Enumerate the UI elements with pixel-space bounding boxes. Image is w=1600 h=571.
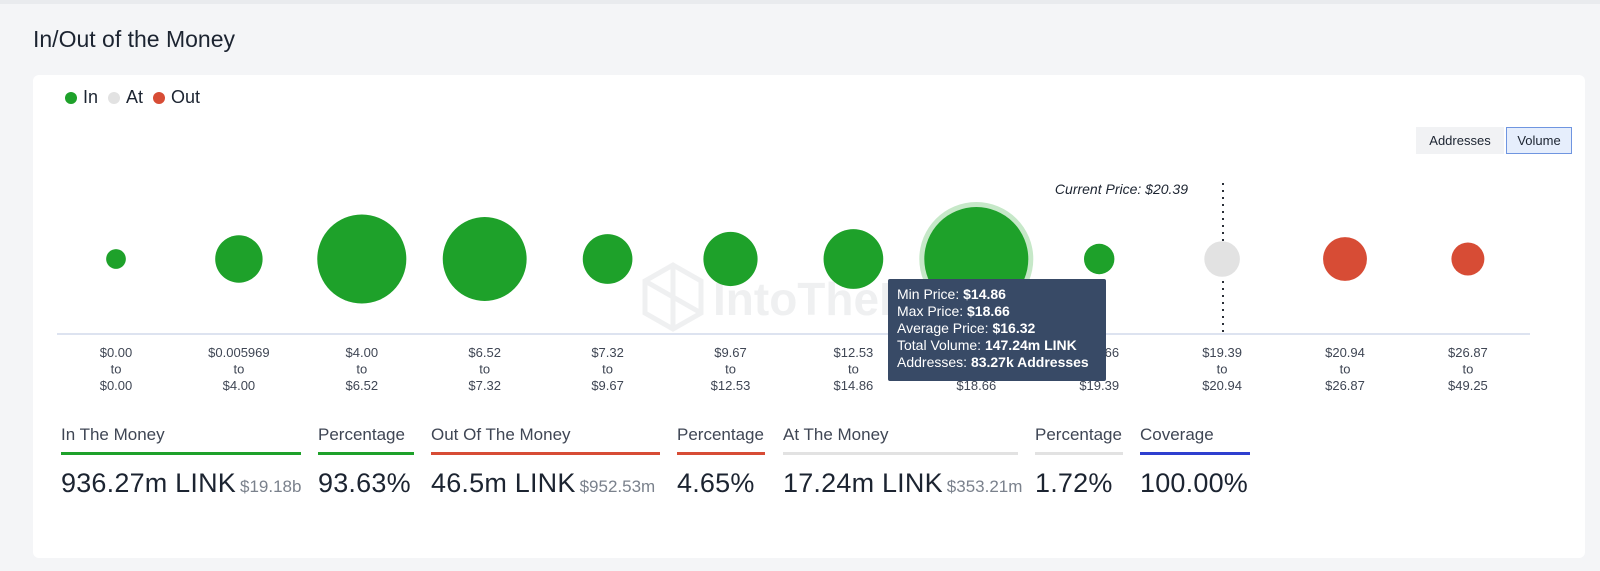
stat-at-value: 17.24m LINK $353.21m xyxy=(783,468,1023,498)
bubble-tooltip: Min Price: $14.86 Max Price: $18.66 Aver… xyxy=(888,279,1106,381)
x-label-2-to: $6.52 xyxy=(346,378,379,393)
x-label-10-to: $26.87 xyxy=(1325,378,1365,393)
stat-coverage-label: Coverage xyxy=(1140,425,1214,444)
legend-dot-at xyxy=(108,91,121,104)
x-label-5-to-word: to xyxy=(725,362,736,377)
x-label-3-from: $6.52 xyxy=(468,345,501,360)
legend-dot-in xyxy=(65,91,77,104)
stat-at-pct-bar xyxy=(1035,452,1123,455)
bubble-9-at[interactable] xyxy=(1204,241,1240,277)
stat-out-bar xyxy=(431,452,660,455)
tooltip-average-price: Average Price: $16.32 xyxy=(897,320,1036,336)
money-stats: In The Money 936.27m LINK $19.18b Percent… xyxy=(33,425,1585,545)
x-label-9-from: $19.39 xyxy=(1202,345,1242,360)
x-label-4-to: $9.67 xyxy=(591,378,624,393)
watermark-logo-icon xyxy=(642,262,704,332)
bubble-6-in[interactable] xyxy=(823,229,884,289)
stat-at-the-money: At The Money 17.24m LINK $353.21m xyxy=(783,425,1023,499)
x-label-5-from: $9.67 xyxy=(714,345,747,360)
x-label-3-to: $7.32 xyxy=(468,378,501,393)
bubble-chart: IntoTheBlock Current Price: $20.39 $0.00… xyxy=(57,181,1530,393)
x-label-10-from: $20.94 xyxy=(1325,345,1365,360)
bubble-10-out[interactable] xyxy=(1323,237,1367,281)
chart-legend: In At Out xyxy=(65,87,210,108)
x-label-11-to: $49.25 xyxy=(1448,378,1488,393)
stat-at-pct-label: Percentage xyxy=(1035,425,1122,444)
stat-at-percentage: Percentage 1.72% xyxy=(1035,425,1123,499)
x-label-7-to: $18.66 xyxy=(956,378,996,393)
stat-out-pct-label: Percentage xyxy=(677,425,764,444)
x-label-2-from: $4.00 xyxy=(346,345,379,360)
bubble-3-in[interactable] xyxy=(442,217,527,301)
bubble-4-in[interactable] xyxy=(582,234,633,284)
stat-at-label: At The Money xyxy=(783,425,889,444)
stat-at-bar xyxy=(783,452,1018,455)
tooltip-total-volume: Total Volume: 147.24m LINK xyxy=(897,337,1077,353)
x-label-6-to-word: to xyxy=(848,362,859,377)
stat-in-value: 936.27m LINK $19.18b xyxy=(61,468,302,498)
x-label-2-to-word: to xyxy=(356,362,367,377)
stat-at-pct-value: 1.72% xyxy=(1035,468,1113,498)
tooltip-min-price: Min Price: $14.86 xyxy=(897,286,1006,302)
page-title: In/Out of the Money xyxy=(33,26,236,52)
legend-label-out: Out xyxy=(171,87,201,107)
addresses-toggle-button[interactable]: Addresses xyxy=(1416,127,1504,154)
legend-label-in: In xyxy=(83,87,99,107)
stat-coverage-bar xyxy=(1140,452,1250,455)
legend-item-in[interactable]: In xyxy=(65,87,98,108)
bubble-5-in[interactable] xyxy=(703,231,758,287)
x-label-6-from: $12.53 xyxy=(834,345,874,360)
x-label-6-to: $14.86 xyxy=(834,378,874,393)
stat-out-of-the-money: Out Of The Money 46.5m LINK $952.53m xyxy=(431,425,660,499)
top-divider xyxy=(0,0,1600,4)
legend-dot-out xyxy=(153,91,166,104)
stat-out-percentage: Percentage 4.65% xyxy=(677,425,765,499)
in-out-money-card: In At Out Addresses Volume IntoTheBlock … xyxy=(33,75,1585,558)
tooltip-addresses: Addresses: 83.27k Addresses xyxy=(897,354,1089,370)
stat-out-label: Out Of The Money xyxy=(431,425,571,444)
stat-in-bar xyxy=(61,452,301,455)
stat-in-pct-label: Percentage xyxy=(318,425,405,444)
bubble-11-out[interactable] xyxy=(1451,242,1485,276)
x-label-3-to-word: to xyxy=(479,362,490,377)
stat-in-pct-value: 93.63% xyxy=(318,468,411,498)
stat-in-pct-bar xyxy=(318,452,414,455)
stat-in-label: In The Money xyxy=(61,425,165,444)
legend-label-at: At xyxy=(126,87,144,107)
x-label-8-to: $19.39 xyxy=(1079,378,1119,393)
stat-coverage: Coverage 100.00% xyxy=(1140,425,1250,499)
stat-coverage-value: 100.00% xyxy=(1140,468,1248,498)
bubble-1-in[interactable] xyxy=(215,235,263,283)
x-label-11-from: $26.87 xyxy=(1448,345,1488,360)
current-price-label: Current Price: $20.39 xyxy=(1055,181,1188,197)
x-label-9-to: $20.94 xyxy=(1202,378,1242,393)
x-label-1-from: $0.005969 xyxy=(208,345,269,360)
x-label-0-to-word: to xyxy=(111,362,122,377)
stat-out-value: 46.5m LINK $952.53m xyxy=(431,468,656,498)
x-label-0-from: $0.00 xyxy=(100,345,133,360)
x-label-1-to-word: to xyxy=(233,362,244,377)
x-label-5-to: $12.53 xyxy=(711,378,751,393)
stat-out-pct-bar xyxy=(677,452,765,455)
x-label-10-to-word: to xyxy=(1340,362,1351,377)
metric-toggle: Addresses Volume xyxy=(1416,127,1572,154)
legend-item-at[interactable]: At xyxy=(108,87,143,108)
bubble-2-in[interactable] xyxy=(317,214,407,304)
stat-out-pct-value: 4.65% xyxy=(677,468,755,498)
bubble-8-in[interactable] xyxy=(1083,243,1115,275)
x-label-4-to-word: to xyxy=(602,362,613,377)
x-label-9-to-word: to xyxy=(1217,362,1228,377)
x-label-0-to: $0.00 xyxy=(100,378,133,393)
bubble-0-in[interactable] xyxy=(106,249,126,269)
x-label-1-to: $4.00 xyxy=(223,378,256,393)
stat-in-the-money: In The Money 936.27m LINK $19.18b xyxy=(61,425,301,499)
volume-toggle-button[interactable]: Volume xyxy=(1506,127,1572,154)
legend-item-out[interactable]: Out xyxy=(153,87,200,108)
stat-in-percentage: Percentage 93.63% xyxy=(318,425,414,499)
x-label-4-from: $7.32 xyxy=(591,345,624,360)
tooltip-max-price: Max Price: $18.66 xyxy=(897,303,1010,319)
x-label-11-to-word: to xyxy=(1462,362,1473,377)
